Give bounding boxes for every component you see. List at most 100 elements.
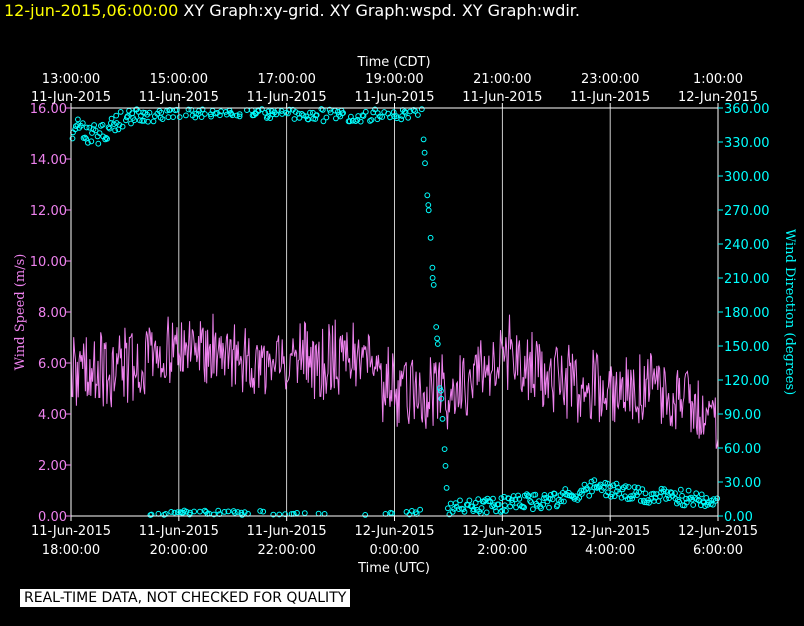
wind-direction-point: [591, 477, 598, 484]
wind-direction-point: [424, 192, 431, 199]
wind-direction-point: [221, 509, 228, 515]
x-tick-label-date: 12-Jun-2015: [354, 524, 434, 539]
wind-direction-point: [208, 113, 215, 120]
wind-direction-point: [642, 490, 649, 497]
wind-direction-point: [185, 106, 192, 113]
right-tick-label: 60.00: [724, 442, 761, 457]
wind-direction-point: [660, 488, 667, 495]
wind-direction-point: [155, 510, 162, 517]
wind-direction-point: [301, 510, 308, 516]
header-title: 12-jun-2015,06:00:00 XY Graph:xy-grid. X…: [4, 0, 580, 22]
wind-direction-point: [270, 511, 277, 518]
wind-direction-point: [362, 108, 369, 115]
top-tick-label-time: 19:00:00: [365, 72, 423, 87]
wind-direction-point: [549, 496, 556, 503]
wind-direction-point: [183, 508, 190, 515]
wind-direction-point: [105, 124, 112, 131]
wind-direction-point: [562, 486, 569, 492]
wind-direction-point: [443, 485, 450, 491]
x-tick-label-time: 18:00:00: [42, 543, 100, 558]
wind-direction-point: [437, 385, 443, 392]
right-tick-label: 0.00: [724, 510, 753, 525]
wind-direction-point: [401, 108, 408, 115]
wind-direction-point: [658, 489, 664, 496]
wind-direction-point: [503, 508, 509, 514]
wind-direction-point: [315, 510, 322, 517]
wind-direction-point: [515, 492, 521, 499]
wind-direction-point: [313, 112, 320, 118]
x-tick-label-time: 20:00:00: [150, 543, 208, 558]
wind-direction-point: [672, 490, 678, 497]
wind-direction-point: [489, 503, 496, 510]
wind-direction-point: [497, 509, 504, 515]
wind-direction-point: [159, 116, 166, 122]
wind-direction-point: [372, 106, 378, 113]
wind-direction-point: [495, 501, 502, 508]
wind-direction-point: [434, 341, 441, 347]
wind-direction-point: [547, 495, 553, 502]
wind-direction-point: [626, 496, 633, 502]
wind-direction-point: [417, 506, 424, 513]
right-axis-title: Wind Direction (degrees): [782, 229, 797, 395]
wind-direction-point: [119, 123, 126, 130]
wind-direction-point: [421, 149, 428, 156]
wind-direction-point: [639, 486, 646, 493]
wind-direction-point: [442, 463, 449, 469]
top-tick-label-date: 11-Jun-2015: [354, 90, 434, 105]
wind-direction-point: [276, 511, 283, 518]
wind-direction-point: [231, 509, 238, 516]
wind-direction-point: [234, 509, 241, 515]
wind-direction-point: [530, 506, 536, 513]
wind-direction-point: [146, 109, 153, 116]
wind-direction-point: [145, 118, 151, 125]
wind-direction-point: [360, 113, 367, 119]
wind-direction-point: [69, 135, 76, 142]
header-graph-list: XY Graph:xy-grid. XY Graph:wspd. XY Grap…: [183, 1, 580, 20]
wind-direction-point: [536, 498, 542, 505]
wind-direction-point: [546, 504, 552, 511]
wind-direction-point: [551, 490, 558, 497]
wind-direction-point: [233, 112, 240, 119]
wind-direction-point: [199, 106, 206, 113]
wind-direction-point: [499, 507, 506, 514]
wind-direction-point: [260, 508, 267, 515]
wind-direction-point: [215, 507, 222, 514]
wind-direction-point: [452, 500, 459, 507]
wind-direction-point: [156, 108, 163, 114]
top-tick-label-date: 12-Jun-2015: [678, 90, 758, 105]
tick-labels: 11-Jun-2015 18:00:00 11-Jun-2015 20:00:00 11…: [30, 72, 770, 558]
wind-direction-point: [362, 512, 369, 518]
wind-direction-point: [357, 118, 364, 125]
wind-direction-point: [191, 508, 198, 515]
wind-direction-point: [434, 335, 441, 342]
wind-direction-point: [429, 275, 436, 281]
wind-direction-point: [679, 492, 685, 499]
wind-direction-point: [74, 122, 81, 128]
wind-direction-point: [168, 509, 175, 515]
wind-direction-point: [165, 114, 172, 121]
x-tick-label-date: 11-Jun-2015: [31, 524, 111, 539]
top-tick-label-date: 11-Jun-2015: [570, 90, 650, 105]
wind-direction-point: [611, 493, 618, 500]
wind-direction-point: [148, 511, 155, 518]
wind-direction-point: [676, 498, 682, 505]
wind-direction-point: [439, 416, 446, 422]
wind-direction-point: [600, 484, 607, 491]
wind-direction-point: [558, 498, 564, 505]
wind-direction-point: [124, 113, 131, 119]
left-tick-label: 8.00: [38, 306, 67, 321]
wind-direction-point: [106, 125, 113, 132]
wind-direction-point: [202, 111, 208, 117]
wind-direction-point: [498, 495, 505, 502]
wind-direction-point: [693, 490, 700, 497]
x-tick-label-date: 11-Jun-2015: [247, 524, 327, 539]
wind-direction-point: [192, 114, 199, 121]
bottom-axis-title: Time (UTC): [357, 561, 430, 576]
wind-direction-point: [262, 109, 269, 116]
wind-direction-point: [282, 511, 289, 518]
wind-direction-point: [483, 509, 490, 516]
right-tick-label: 150.00: [724, 340, 770, 355]
wind-direction-point: [622, 483, 629, 490]
wind-direction-point: [211, 511, 217, 518]
wind-direction-point: [265, 108, 272, 115]
